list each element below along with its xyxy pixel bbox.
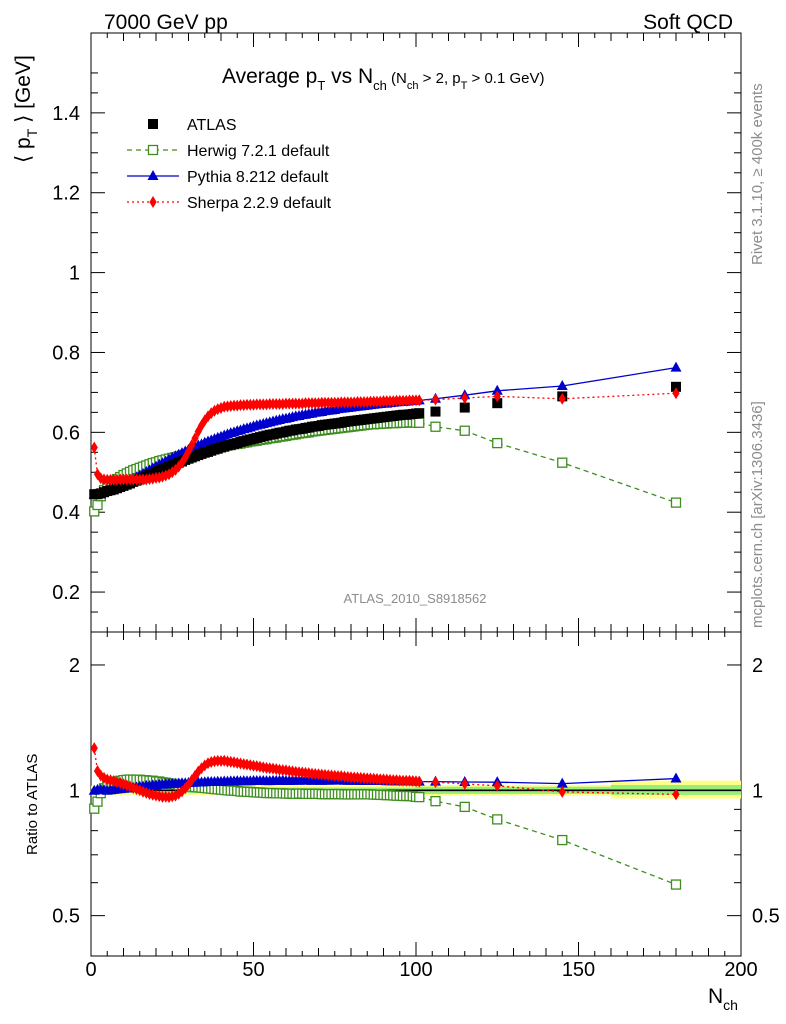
x-tick-label: 50 xyxy=(242,959,264,981)
data-point-herwig xyxy=(92,796,103,807)
data-point-pythia xyxy=(491,384,503,395)
data-point-sherpa xyxy=(431,776,440,789)
x-tick-label: 0 xyxy=(85,959,96,981)
data-point-sherpa xyxy=(103,773,111,786)
data-point-sherpa xyxy=(558,392,566,405)
data-point-sherpa xyxy=(90,441,98,454)
data-point-herwig xyxy=(147,144,159,156)
data-point-sherpa xyxy=(672,387,680,400)
data-point-herwig xyxy=(492,437,503,449)
data-point-sherpa xyxy=(93,468,102,481)
ratio-y-tick-label: 1 xyxy=(69,780,80,802)
data-point-herwig xyxy=(430,796,441,807)
legend-label-pythia: Pythia 8.212 default xyxy=(187,169,329,186)
data-point-atlas xyxy=(148,119,158,129)
data-point-atlas xyxy=(430,406,441,417)
data-point-herwig xyxy=(670,497,682,508)
data-point-herwig xyxy=(670,879,682,890)
data-point-sherpa xyxy=(188,439,196,452)
data-point-sherpa xyxy=(461,777,469,790)
y-tick-label: 1.2 xyxy=(52,183,80,205)
header-left: 7000 GeV pp xyxy=(104,11,228,34)
data-point-pythia xyxy=(556,380,568,391)
data-point-pythia xyxy=(556,777,568,788)
axis-tick-labels: 0 50 100 150 200 0.2 0.4 0.6 0.8 1 1.2 1.4 0.5 0.5 1 1 2… xyxy=(52,103,780,981)
data-point-atlas xyxy=(492,398,503,409)
y-tick-label: 0.6 xyxy=(52,422,80,444)
y-tick-label: 0.8 xyxy=(52,342,80,364)
data-point-herwig xyxy=(414,417,425,428)
ratio-y-tick-label: 2 xyxy=(69,655,80,677)
y-tick-label: 0.2 xyxy=(52,582,80,604)
legend-marker-herwig xyxy=(127,144,179,156)
y-tick-label: 1 xyxy=(69,263,80,285)
data-point-herwig xyxy=(414,791,425,803)
legend-marker-sherpa xyxy=(127,196,179,208)
legend-label-atlas: ATLAS xyxy=(187,117,237,134)
x-axis-label: Nch xyxy=(708,985,738,1013)
data-point-sherpa xyxy=(149,196,157,208)
legend-label-herwig: Herwig 7.2.1 default xyxy=(187,143,330,160)
ratio-y-tick-label-right: 1 xyxy=(752,780,763,802)
ratio-y-tick-label-right: 0.5 xyxy=(752,906,780,928)
data-point-sherpa xyxy=(93,765,102,778)
x-tick-label: 200 xyxy=(724,959,757,981)
data-point-sherpa xyxy=(558,785,566,798)
data-point-sherpa xyxy=(493,779,501,792)
data-point-herwig xyxy=(492,814,503,825)
data-point-atlas xyxy=(459,402,470,413)
data-point-sherpa xyxy=(415,394,423,407)
rivet-version-note: Rivet 3.1.10, ≥ 400k events xyxy=(749,83,766,265)
main-axis-ticks xyxy=(90,33,742,632)
data-point-sherpa xyxy=(106,774,115,787)
y-tick-label: 1.4 xyxy=(52,103,80,125)
x-tick-label: 150 xyxy=(562,959,595,981)
ratio-y-tick-label: 0.5 xyxy=(52,906,80,928)
plot-title: Average pT vs Nch (Nch > 2, pT > 0.1 GeV… xyxy=(222,65,545,93)
data-point-pythia xyxy=(670,361,682,372)
ratio-plot-series xyxy=(88,742,682,890)
mcplots-credit-note: mcplots.cern.ch [arXiv:1306.3436] xyxy=(749,401,766,628)
main-y-axis-label: ⟨ pT ⟩ [GeV] xyxy=(12,55,40,163)
data-point-sherpa xyxy=(493,390,501,403)
data-point-herwig xyxy=(92,499,103,511)
data-point-sherpa xyxy=(97,472,105,485)
data-point-sherpa xyxy=(100,771,108,784)
data-point-herwig xyxy=(430,421,441,432)
legend: ATLAS Herwig 7.2.1 default Pythia 8.212 … xyxy=(127,117,332,212)
y-tick-label: 0.4 xyxy=(52,502,80,524)
data-point-sherpa xyxy=(431,393,440,406)
x-tick-label: 100 xyxy=(399,959,432,981)
analysis-label: ATLAS_2010_S8918562 xyxy=(344,591,487,606)
header-right: Soft QCD xyxy=(643,11,733,34)
legend-label-sherpa: Sherpa 2.2.9 default xyxy=(187,195,332,212)
ratio-axis-ticks xyxy=(90,632,742,956)
data-point-sherpa xyxy=(461,391,469,404)
data-point-sherpa xyxy=(672,788,680,801)
data-point-sherpa xyxy=(119,778,128,791)
data-point-sherpa xyxy=(113,776,121,789)
data-point-herwig xyxy=(459,801,470,813)
data-point-sherpa xyxy=(90,742,98,755)
data-point-atlas xyxy=(414,408,425,419)
series-line-triangle xyxy=(94,366,677,496)
data-point-herwig xyxy=(459,425,470,436)
data-point-pythia xyxy=(147,170,159,180)
legend-marker-atlas xyxy=(148,119,158,129)
data-point-sherpa xyxy=(110,775,118,788)
data-point-sherpa xyxy=(415,775,423,788)
data-point-pythia xyxy=(670,772,682,783)
data-point-sherpa xyxy=(116,777,124,790)
data-point-herwig xyxy=(557,457,568,468)
ratio-y-tick-label-right: 2 xyxy=(752,655,763,677)
data-point-atlas xyxy=(671,381,681,392)
data-point-sherpa xyxy=(191,432,199,445)
main-plot-series xyxy=(88,361,682,517)
data-point-sherpa xyxy=(97,769,105,782)
legend-marker-pythia xyxy=(127,170,179,180)
ratio-y-axis-label: Ratio to ATLAS xyxy=(24,754,41,855)
data-point-herwig xyxy=(557,834,568,846)
